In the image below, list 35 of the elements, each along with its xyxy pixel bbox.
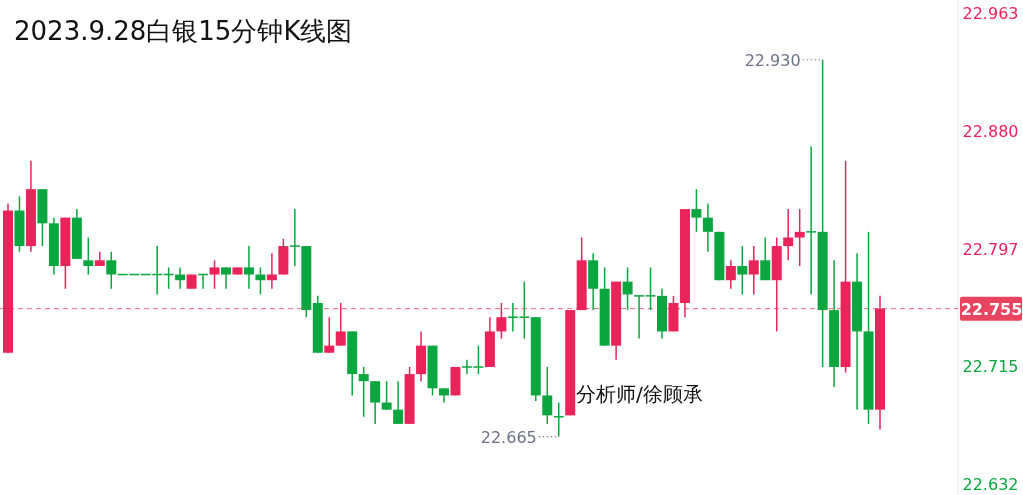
candlestick <box>806 145 817 296</box>
candlestick <box>335 302 346 347</box>
ref-line-label: 22.755 <box>960 299 1023 319</box>
candlestick <box>221 266 231 290</box>
candlestick <box>542 366 553 425</box>
candlestick <box>209 259 220 290</box>
candlestick <box>794 208 805 267</box>
candlestick <box>553 401 564 438</box>
candlestick <box>783 208 794 262</box>
candlestick <box>760 236 771 281</box>
candlestick <box>737 245 748 296</box>
candlestick <box>324 316 335 354</box>
candlestick <box>381 380 392 411</box>
candlestick <box>634 295 645 340</box>
annotation: 分析师/徐顾承 <box>576 382 703 406</box>
candlestick <box>106 251 117 290</box>
y-tick-label: 22.715 <box>962 356 1019 376</box>
y-tick-label: 22.963 <box>962 3 1019 23</box>
candlestick <box>622 266 633 311</box>
annotation: 22.665 <box>480 427 537 447</box>
candlestick <box>243 245 254 290</box>
y-tick-label: 22.797 <box>962 239 1019 259</box>
candlestick <box>370 380 381 425</box>
annotation: 22.930 <box>744 50 801 70</box>
y-tick-label: 22.632 <box>962 474 1019 494</box>
candlestick <box>691 188 702 233</box>
candlestick <box>725 259 736 290</box>
candlestick <box>702 202 713 253</box>
candlestick <box>496 302 507 340</box>
candlestick <box>83 236 94 276</box>
text: 2023.9.28白银15分钟K线图 <box>14 16 353 46</box>
candlestick <box>358 366 369 418</box>
candlestick <box>748 245 759 296</box>
candlestick <box>393 380 404 425</box>
y-tick-label: 22.880 <box>962 121 1019 141</box>
